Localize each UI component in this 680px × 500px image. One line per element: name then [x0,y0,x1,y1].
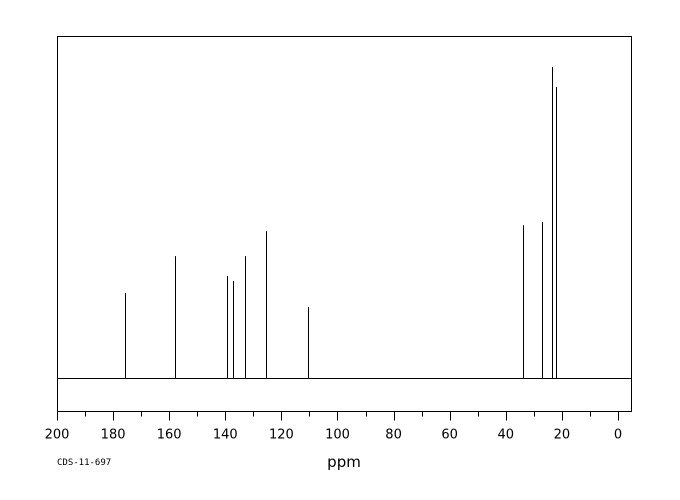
x-tick-label: 180 [101,428,126,443]
x-tick-label: 100 [325,428,350,443]
x-tick-label: 160 [157,428,182,443]
x-tick-label: 60 [441,428,458,443]
x-tick-label: 0 [614,428,622,443]
x-tick-label: 140 [213,428,238,443]
x-tick-label: 120 [269,428,294,443]
x-axis-tick-labels: 200 180 160 140 120 100 80 60 40 20 0 [45,428,623,443]
x-axis-ticks [57,411,619,421]
x-tick-label: 20 [554,428,571,443]
x-tick-label: 80 [385,428,402,443]
spectrum-code-label: CDS-11-697 [57,458,111,468]
x-tick-label: 200 [45,428,70,443]
x-axis-title: ppm [327,453,361,471]
plot-frame [57,36,632,412]
spectrum-peaks [125,67,557,379]
x-tick-label: 40 [498,428,515,443]
